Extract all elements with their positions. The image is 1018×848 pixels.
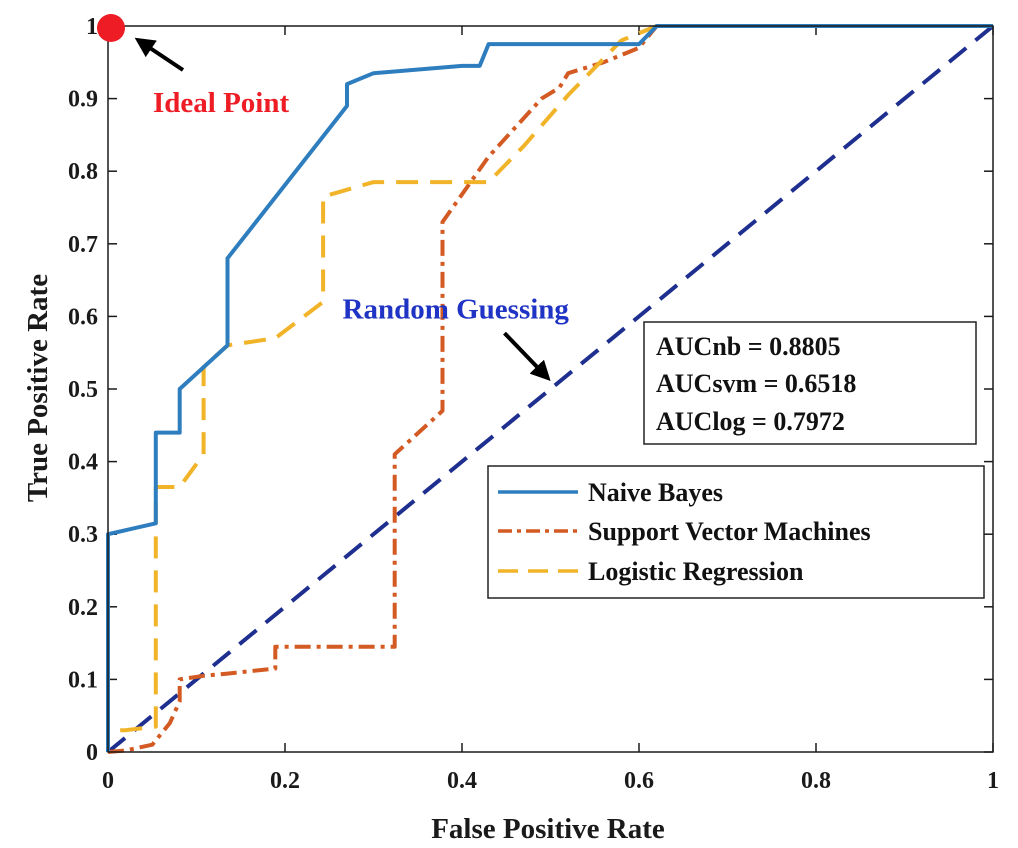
y-tick-label: 0.5 [68, 377, 98, 403]
x-tick-label: 0 [102, 768, 114, 794]
legend-label-svm: Support Vector Machines [588, 517, 871, 546]
random-guessing-label: Random Guessing [343, 293, 570, 325]
y-tick-label: 0.4 [68, 450, 98, 476]
x-tick-label: 0.2 [270, 768, 300, 794]
x-tick-labels: 0 0.2 0.4 0.6 0.8 1 [102, 768, 999, 794]
legend-frame [487, 465, 985, 599]
y-tick-label: 0.6 [68, 304, 98, 330]
ideal-point-arrow [134, 37, 185, 72]
series-line-logistic [106, 24, 993, 752]
y-tick-label: 0.9 [68, 87, 98, 113]
auc-log-text: AUClog = 0.7972 [656, 407, 845, 436]
y-tick-label: 1 [86, 14, 98, 40]
auc-nb-text: AUCnb = 0.8805 [656, 332, 841, 361]
y-tick-label: 0.8 [68, 159, 98, 185]
series-line-random-guessing [106, 24, 995, 754]
auc-svm-text: AUCsvm = 0.6518 [656, 369, 856, 398]
legend: Naive Bayes Support Vector Machines Logi… [487, 465, 985, 599]
legend-label-logistic: Logistic Regression [588, 557, 804, 586]
plot-frame [107, 25, 994, 753]
annotations: Ideal Point Random Guessing [97, 14, 570, 381]
ideal-point-label: Ideal Point [153, 87, 289, 119]
auc-box: AUCnb = 0.8805 AUCsvm = 0.6518 AUClog = … [643, 321, 977, 445]
y-tick-label: 0.2 [68, 595, 98, 621]
auc-box-frame [643, 321, 977, 445]
random-guessing-arrow [503, 331, 551, 381]
series-line-svm [107, 24, 993, 754]
series-group [106, 24, 995, 754]
legend-label-naive-bayes: Naive Bayes [588, 478, 723, 507]
x-tick-label: 0.4 [447, 768, 477, 794]
y-tick-label: 0.1 [68, 667, 98, 693]
x-tick-label: 0.6 [624, 768, 654, 794]
y-tick-label: 0.3 [68, 522, 98, 548]
y-tick-labels: 0 0.1 0.2 0.3 0.4 0.5 0.6 0.7 0.8 0.9 1 [68, 14, 98, 766]
x-tick-label: 1 [987, 768, 999, 794]
x-tick-label: 0.8 [801, 768, 831, 794]
x-axis-title: False Positive Rate [431, 813, 665, 845]
y-tick-label: 0 [86, 740, 98, 766]
ideal-point-marker [97, 14, 125, 42]
series-line-naive-bayes [106, 24, 993, 752]
y-tick-label: 0.7 [68, 232, 98, 258]
y-axis-title: True Positive Rate [22, 274, 54, 502]
